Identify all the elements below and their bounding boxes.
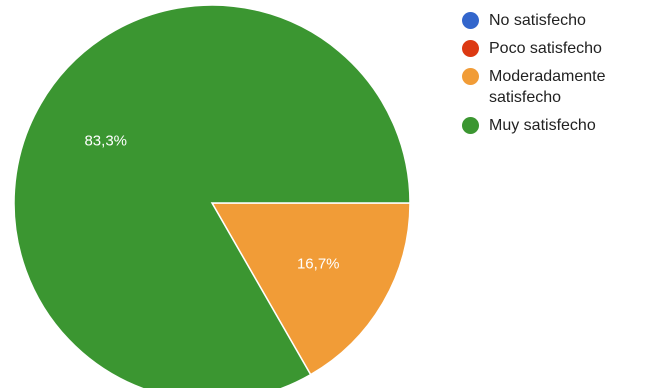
legend-swatch — [462, 117, 479, 134]
pie-slice-label: 83,3% — [84, 132, 127, 149]
legend-item-moderadamente-satisfecho[interactable]: Moderadamente satisfecho — [462, 66, 652, 108]
legend: No satisfecho Poco satisfecho Moderadame… — [462, 10, 652, 143]
legend-item-poco-satisfecho[interactable]: Poco satisfecho — [462, 38, 652, 59]
pie-slices — [13, 4, 411, 388]
legend-label: Moderadamente satisfecho — [489, 68, 606, 106]
legend-item-muy-satisfecho[interactable]: Muy satisfecho — [462, 115, 652, 136]
legend-item-no-satisfecho[interactable]: No satisfecho — [462, 10, 652, 31]
legend-swatch — [462, 12, 479, 29]
pie-slice-muy-satisfecho[interactable] — [13, 4, 411, 388]
legend-label: Muy satisfecho — [489, 117, 596, 134]
legend-swatch — [462, 68, 479, 85]
legend-swatch — [462, 40, 479, 57]
pie-slice-labels: 16,7% 83,3% — [84, 132, 339, 272]
pie-slice-moderadamente-satisfecho[interactable] — [210, 202, 411, 376]
pie-slice-label: 16,7% — [297, 255, 340, 272]
legend-label: No satisfecho — [489, 12, 586, 29]
legend-label: Poco satisfecho — [489, 40, 602, 57]
